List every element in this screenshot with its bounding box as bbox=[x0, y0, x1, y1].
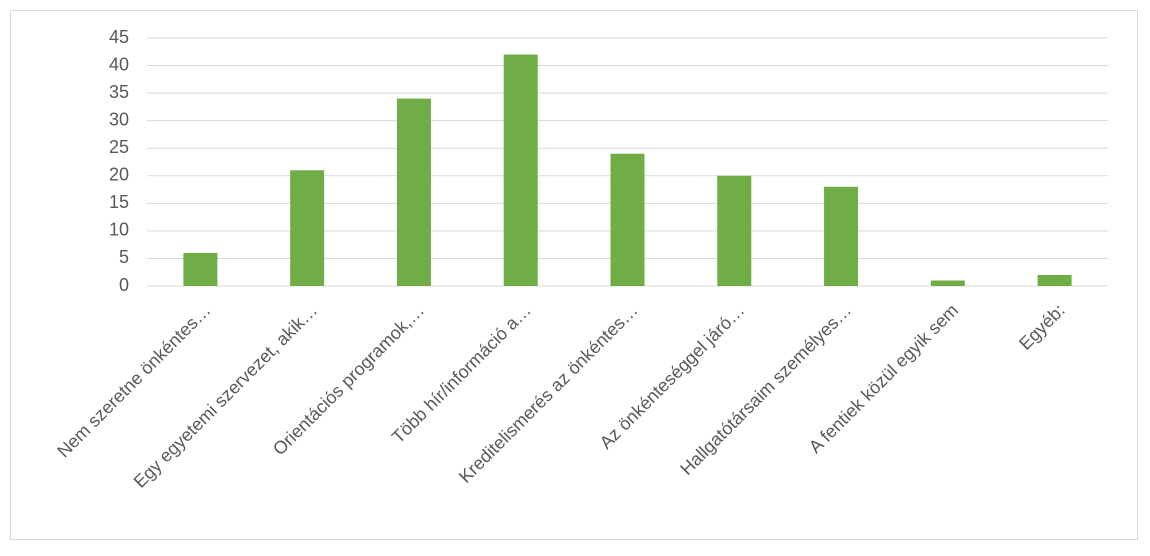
x-tick-label: Egyéb: bbox=[1015, 300, 1069, 354]
bar bbox=[717, 175, 752, 286]
x-tick-label: Egy egyetemi szervezet, akik… bbox=[130, 300, 322, 492]
y-tick-label: 45 bbox=[109, 27, 129, 47]
y-tick-label: 35 bbox=[109, 82, 129, 102]
bar bbox=[610, 153, 645, 286]
bar bbox=[930, 280, 965, 286]
y-tick-label: 25 bbox=[109, 137, 129, 157]
chart-border bbox=[10, 10, 1138, 540]
y-tick-label: 20 bbox=[109, 165, 129, 185]
x-tick-label: Hallgatótársaim személyes… bbox=[676, 300, 855, 479]
y-tick-label: 40 bbox=[109, 54, 129, 74]
y-tick-label: 15 bbox=[109, 192, 129, 212]
y-tick-label: 0 bbox=[119, 275, 129, 295]
y-tick-label: 30 bbox=[109, 109, 129, 129]
y-tick-label: 5 bbox=[119, 247, 129, 267]
bar bbox=[290, 170, 325, 286]
x-tick-label: Kreditelismerés az önkéntes… bbox=[455, 300, 642, 487]
bar bbox=[396, 98, 431, 286]
y-tick-label: 10 bbox=[109, 220, 129, 240]
bar bbox=[503, 54, 538, 287]
bar bbox=[824, 186, 859, 286]
bar bbox=[1037, 274, 1072, 286]
bar bbox=[183, 252, 218, 286]
